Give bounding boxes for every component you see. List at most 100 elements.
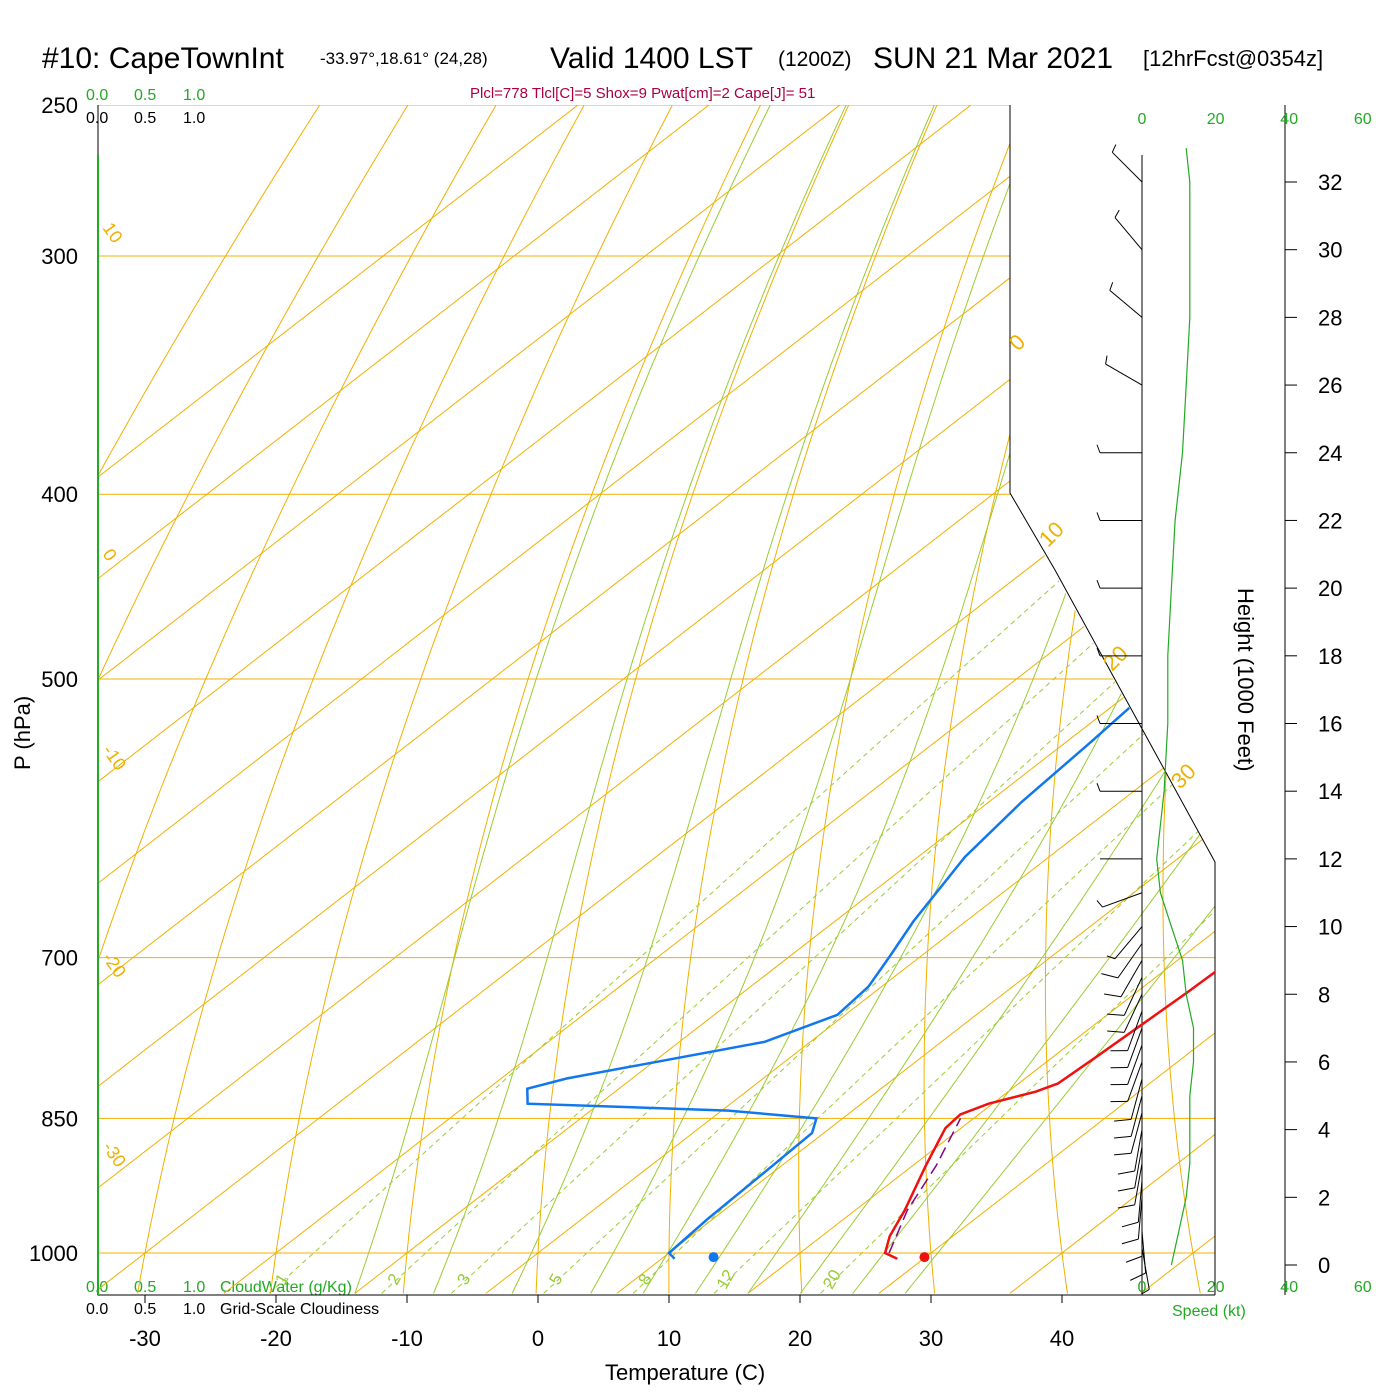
wind-barb — [1101, 943, 1143, 979]
plot-frame — [97, 105, 1286, 1296]
station-coords: -33.97°,18.61° (24,28) — [320, 49, 488, 68]
wind-barb — [1096, 783, 1142, 792]
isotherm-line — [98, 105, 622, 1294]
speed-tick-label: 20 — [1207, 1279, 1225, 1296]
pressure-tick-label: 400 — [41, 482, 78, 507]
legend-bottom-black-0: 0.0 — [86, 1301, 108, 1318]
dry-adiabat-label: 10 — [99, 219, 127, 247]
legend-green-2: 1.0 — [183, 87, 205, 104]
legend-bottom-black-1: 0.5 — [134, 1301, 156, 1318]
height-tick-label: 12 — [1318, 847, 1342, 872]
cloudiness-label: Grid-Scale Cloudiness — [220, 1301, 379, 1318]
wind-barb — [1117, 1163, 1143, 1209]
dry-adiabat-line — [98, 105, 343, 1294]
pressure-tick-label: 700 — [41, 946, 78, 971]
axis-labels: -30 -20 -10 0 10 20 30 402503004005007008501000… — [29, 93, 1372, 1351]
wind-barb — [1110, 1044, 1143, 1086]
isotherm-line — [98, 105, 1146, 1294]
temp-tick-label: 40 — [1050, 1326, 1074, 1351]
wind-barb — [1125, 1214, 1143, 1263]
speed-profile — [1156, 148, 1195, 1266]
height-tick-label: 18 — [1318, 644, 1342, 669]
height-tick-label: 0 — [1318, 1253, 1330, 1278]
temp-tick-label: -30 — [129, 1326, 161, 1351]
y-axis-title: P (hPa) — [10, 696, 35, 770]
dry-adiabat-label: 0 — [99, 545, 121, 565]
height-tick-label: 24 — [1318, 441, 1342, 466]
dry-adiabat-label: -10 — [99, 741, 130, 774]
wind-barb — [1117, 1129, 1143, 1175]
pressure-tick-label: 300 — [41, 244, 78, 269]
speed-tick-label-top: 40 — [1280, 111, 1298, 128]
moist-adiabat-line — [590, 105, 1055, 1294]
temp-tick-label: 30 — [919, 1326, 943, 1351]
temp-tick-label: 0 — [532, 1326, 544, 1351]
dry-adiabat-line — [668, 105, 952, 1294]
moist-adiabat-line — [354, 105, 788, 1294]
mixing-ratio-line — [451, 493, 1215, 1294]
wind-barb — [1096, 647, 1142, 657]
moist-adiabat-label: 10 — [1034, 517, 1069, 552]
stats-line: Plcl=778 Tlcl[C]=5 Shox=9 Pwat[cm]=2 Cap… — [470, 85, 815, 102]
isotherm-line — [223, 105, 1215, 1294]
mixing-ratio-label: 8 — [635, 1270, 656, 1288]
wind-barb — [1114, 1112, 1143, 1156]
isotherm-line — [1140, 105, 1215, 1294]
height-tick-label: 20 — [1318, 576, 1342, 601]
moist-adiabat-line — [433, 105, 863, 1294]
wind-barb — [1105, 355, 1143, 386]
valid-date: SUN 21 Mar 2021 — [873, 42, 1113, 75]
wind-barb — [1106, 926, 1143, 960]
pressure-tick-label: 1000 — [29, 1241, 78, 1266]
moist-adiabat-label: 30 — [1166, 759, 1201, 794]
dry-adiabat-line — [269, 105, 691, 1294]
wind-barb — [1121, 1197, 1143, 1245]
forecast-info: [12hrFcst@0354z] — [1143, 46, 1323, 71]
height-tick-label: 16 — [1318, 712, 1342, 737]
dry-adiabat-line — [98, 105, 517, 1294]
pressure-tick-label: 250 — [41, 93, 78, 118]
isotherm-line — [485, 105, 1215, 1294]
wind-barb — [1111, 144, 1143, 183]
moist-adiabat-line — [904, 105, 1215, 1294]
temp-tick-label: -10 — [391, 1326, 423, 1351]
legend-bottom-black-2: 1.0 — [183, 1301, 205, 1318]
legend-bottom: 0.0 0.5 1.0 CloudWater (g/Kg) 0.0 0.5 1.… — [86, 1279, 379, 1318]
height-tick-label: 22 — [1318, 508, 1342, 533]
speed-tick-label: 40 — [1280, 1279, 1298, 1296]
wind-barb — [1096, 444, 1142, 454]
mixing-ratio-label: 20 — [819, 1266, 845, 1292]
mixing-ratio-line — [820, 493, 1215, 1294]
wind-barb — [1110, 1011, 1143, 1052]
mixing-ratio-label: 2 — [384, 1270, 405, 1288]
height-tick-label: 6 — [1318, 1050, 1330, 1075]
wind-barb — [1114, 1078, 1143, 1122]
wind-panel — [1096, 144, 1195, 1295]
speed-label: Speed (kt) — [1172, 1303, 1246, 1320]
moist-adiabat-label: 0 — [1004, 329, 1030, 355]
wind-barb — [1114, 209, 1143, 251]
pressure-tick-label: 850 — [41, 1106, 78, 1131]
moist-adiabat-line — [511, 105, 950, 1294]
moist-adiabat-line — [747, 105, 1215, 1294]
dry-adiabat-line — [798, 105, 1040, 1294]
isotherm-line — [98, 105, 1015, 1294]
height-tick-label: 28 — [1318, 305, 1342, 330]
mixing-ratio-line — [543, 493, 1215, 1294]
speed-tick-label-top: 20 — [1207, 111, 1225, 128]
wind-barb — [1104, 960, 1143, 998]
wind-barb — [1110, 1027, 1143, 1069]
legend-black-0: 0.0 — [86, 110, 108, 127]
wind-barb — [1109, 282, 1143, 318]
mixing-ratio-label: 3 — [453, 1270, 474, 1288]
isotherm-line — [98, 105, 884, 1294]
moist-adiabat-line — [799, 105, 1215, 1294]
wind-barb — [1107, 977, 1143, 1016]
dry-adiabat-line — [137, 105, 604, 1294]
wind-barb — [1114, 1095, 1143, 1139]
dry-adiabat-line — [923, 105, 1127, 1294]
surface-temp-marker — [919, 1252, 930, 1263]
dry-adiabat-label: -30 — [99, 1138, 130, 1171]
frame-right-edge — [1009, 105, 1216, 1295]
